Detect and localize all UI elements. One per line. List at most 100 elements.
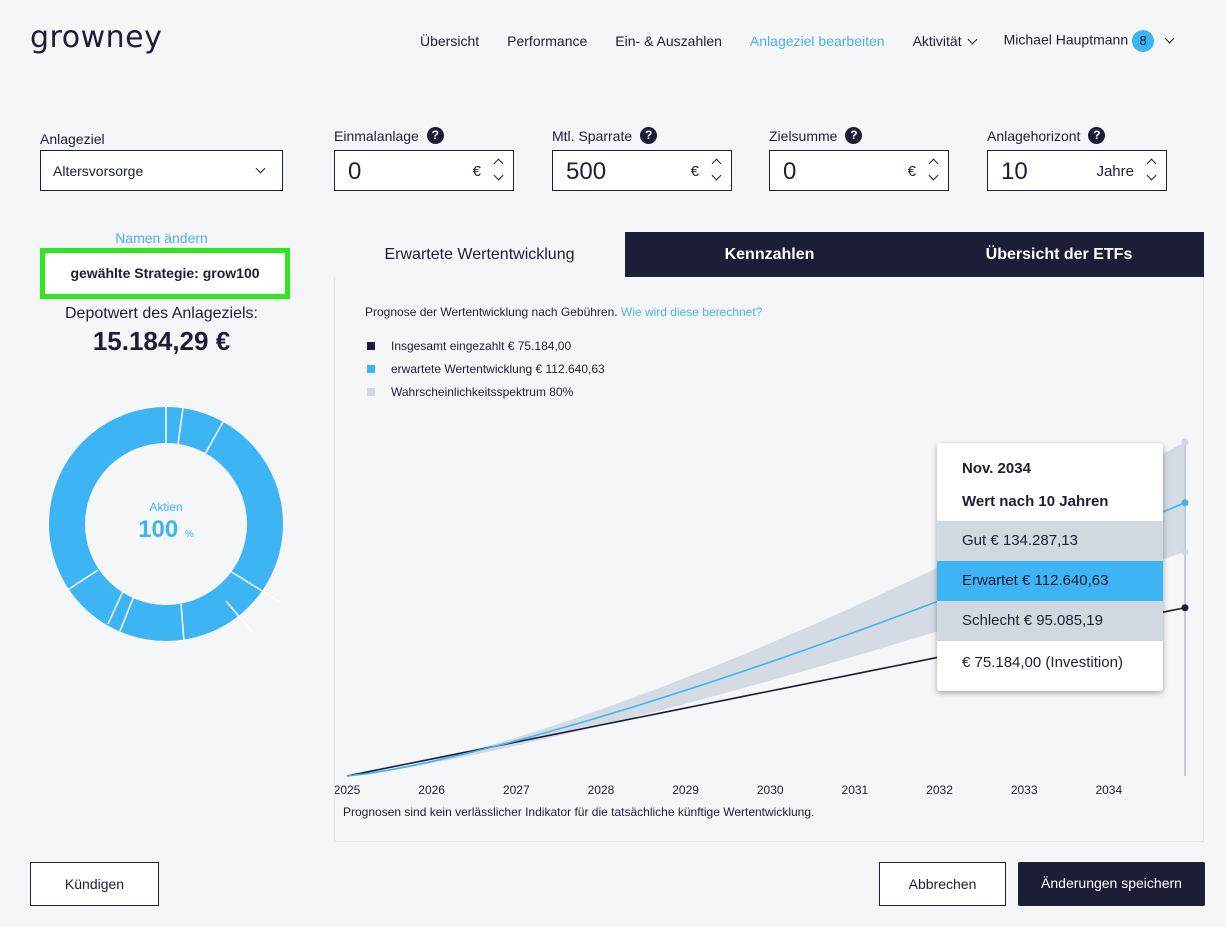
- chevron-down-icon[interactable]: [1146, 170, 1157, 181]
- depot-value: 15.184,29 €: [92, 326, 231, 356]
- target-sum-value: 0: [783, 158, 797, 185]
- nav-activity-label: Aktivität: [912, 33, 962, 49]
- target-sum-unit: €: [907, 163, 916, 180]
- tooltip-invested-value: € 75.184,00 (Investition): [937, 643, 1163, 683]
- tab-key-figures[interactable]: Kennzahlen: [625, 232, 914, 277]
- horizon-label-text: Anlagehorizont: [987, 127, 1081, 144]
- tooltip-good-value: Gut € 134.287,13: [937, 521, 1163, 561]
- horizon-label: Anlagehorizont?: [987, 127, 1106, 144]
- x-axis-ticks: 2025 2026 2027 2028 2029 2030 2031 2032 2033 2034: [335, 783, 1122, 797]
- user-name: Michael Hauptmann: [1003, 31, 1129, 48]
- legend-item: erwartete Wertentwicklung € 112.640,63: [367, 357, 605, 380]
- target-sum-input[interactable]: 0 €: [769, 150, 949, 191]
- chevron-down-icon: [255, 163, 266, 174]
- chevron-down-icon[interactable]: [711, 170, 722, 181]
- savings-rate-stepper[interactable]: [711, 157, 723, 185]
- abort-button[interactable]: Abbrechen: [879, 862, 1006, 906]
- chevron-up-icon[interactable]: [928, 158, 939, 169]
- donut-dividers: [65, 407, 281, 642]
- donut-percent-value: 100: [138, 516, 179, 543]
- x-tick-label: 2034: [1095, 783, 1122, 797]
- x-tick-label: 2026: [418, 783, 445, 797]
- chart-legend: Insgesamt eingezahlt € 75.184,00 erwarte…: [367, 334, 605, 403]
- notification-badge: 8: [1132, 30, 1155, 52]
- legend-swatch: [367, 341, 375, 350]
- goal-label: Anlageziel: [40, 131, 105, 147]
- horizon-value: 10: [1001, 158, 1028, 185]
- horizon-stepper[interactable]: [1146, 157, 1158, 185]
- chart-subtitle: Prognose der Wertentwicklung nach Gebühr…: [365, 305, 762, 319]
- save-changes-button[interactable]: Änderungen speichern: [1018, 862, 1205, 906]
- allocation-donut-chart: [49, 407, 283, 642]
- chevron-down-icon[interactable]: [928, 170, 939, 181]
- target-label-text: Zielsumme: [769, 127, 838, 144]
- lump-label-text: Einmalanlage: [334, 127, 419, 144]
- rate-label-text: Mtl. Sparrate: [552, 127, 633, 144]
- chevron-down-icon: [1164, 33, 1175, 44]
- chart-tabs: Erwartete Wertentwicklung Kennzahlen Übe…: [334, 232, 1204, 277]
- rename-link[interactable]: Namen ändern: [115, 230, 208, 246]
- target-label: Zielsumme?: [769, 127, 863, 144]
- help-icon[interactable]: ?: [845, 127, 863, 144]
- forecast-chart[interactable]: 2025 2026 2027 2028 2029 2030 2031 2032 2033 2034: [335, 400, 1203, 820]
- cancel-contract-button[interactable]: Kündigen: [30, 862, 159, 906]
- donut-percent: 100 %: [48, 516, 284, 544]
- lump-sum-value: 0: [348, 158, 362, 185]
- expected-endpoint: [1181, 499, 1189, 507]
- tab-etf-overview[interactable]: Übersicht der ETFs: [914, 232, 1204, 277]
- target-sum-stepper[interactable]: [928, 157, 940, 185]
- x-tick-label: 2028: [588, 783, 615, 797]
- x-tick-label: 2030: [757, 783, 784, 797]
- main-nav: Übersicht Performance Ein- & Auszahlen A…: [420, 30, 1175, 52]
- x-tick-label: 2032: [926, 783, 953, 797]
- help-icon[interactable]: ?: [426, 127, 444, 144]
- savings-rate-value: 500: [566, 158, 607, 185]
- donut-category: Aktien: [149, 500, 183, 514]
- forecast-disclaimer: Prognosen sind kein verlässlicher Indika…: [343, 805, 815, 819]
- chevron-up-icon[interactable]: [1146, 158, 1157, 169]
- growney-logo[interactable]: growney: [30, 20, 163, 55]
- tab-expected-development[interactable]: Erwartete Wertentwicklung: [334, 232, 625, 277]
- tooltip-subtitle: Wert nach 10 Jahren: [962, 493, 1109, 510]
- legend-label: Wahrscheinlichkeitsspektrum 80%: [391, 384, 574, 399]
- legend-label: Insgesamt eingezahlt € 75.184,00: [391, 338, 572, 353]
- horizon-unit: Jahre: [1096, 163, 1134, 180]
- help-icon[interactable]: ?: [640, 127, 658, 144]
- calculation-info-link[interactable]: Wie wird diese berechnet?: [620, 305, 763, 319]
- lump-label: Einmalanlage?: [334, 127, 444, 144]
- tooltip-bad-value: Schlecht € 95.085,19: [937, 601, 1163, 641]
- chart-subtitle-text: Prognose der Wertentwicklung nach Gebühr…: [365, 305, 618, 319]
- strategy-box: gewählte Strategie: grow100: [40, 248, 290, 299]
- lump-sum-stepper[interactable]: [493, 157, 505, 185]
- nav-performance[interactable]: Performance: [507, 33, 588, 49]
- depot-value-label: Depotwert des Anlageziels:: [65, 305, 258, 322]
- lump-sum-input[interactable]: 0 €: [334, 150, 514, 191]
- horizon-input[interactable]: 10 Jahre: [987, 150, 1167, 191]
- help-icon[interactable]: ?: [1088, 127, 1106, 144]
- nav-activity[interactable]: Aktivität: [912, 33, 978, 49]
- chevron-up-icon[interactable]: [493, 158, 504, 169]
- chevron-down-icon: [967, 34, 978, 45]
- nav-edit-goal[interactable]: Anlageziel bearbeiten: [749, 33, 885, 49]
- x-tick-label: 2027: [503, 783, 530, 797]
- nav-overview[interactable]: Übersicht: [420, 33, 480, 49]
- x-tick-label: 2025: [335, 783, 361, 797]
- goal-select[interactable]: Altersvorsorge: [40, 150, 283, 191]
- donut-label: Aktien 100 %: [48, 500, 284, 544]
- x-tick-label: 2031: [842, 783, 869, 797]
- legend-swatch: [367, 387, 375, 396]
- good-endpoint: [1181, 438, 1189, 446]
- tooltip-date: Nov. 2034: [962, 460, 1031, 477]
- tooltip-expected-value: Erwartet € 112.640,63: [937, 561, 1163, 601]
- legend-item: Wahrscheinlichkeitsspektrum 80%: [367, 380, 605, 403]
- nav-deposits[interactable]: Ein- & Auszahlen: [615, 33, 722, 49]
- donut-percent-unit: %: [184, 529, 194, 540]
- rate-label: Mtl. Sparrate?: [552, 127, 658, 144]
- user-menu[interactable]: Michael Hauptmann 8: [1003, 30, 1175, 52]
- chevron-down-icon[interactable]: [493, 170, 504, 181]
- savings-rate-input[interactable]: 500 €: [552, 150, 732, 191]
- invested-endpoint: [1181, 604, 1189, 612]
- chart-tooltip: Nov. 2034 Wert nach 10 Jahren Gut € 134.…: [937, 443, 1163, 691]
- chevron-up-icon[interactable]: [711, 158, 722, 169]
- x-tick-label: 2029: [672, 783, 699, 797]
